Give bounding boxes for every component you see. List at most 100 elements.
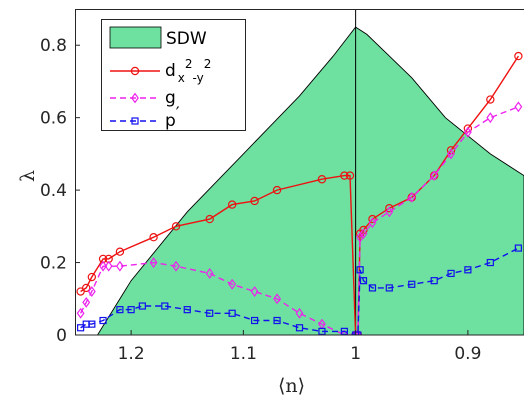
- legend-sdw-swatch: [109, 26, 162, 49]
- x-tick-label: 1.1: [230, 344, 257, 364]
- data-point-p-prime: [127, 306, 135, 314]
- legend-label-g-main: g: [165, 88, 176, 108]
- series-line-d-wave: [80, 55, 519, 335]
- data-point-p-prime: [447, 269, 455, 278]
- legend-marker-shape-p-prime: [131, 117, 139, 125]
- data-point-d-wave: [82, 283, 91, 293]
- y-tick-label: 0: [56, 326, 67, 346]
- data-point-d-wave: [385, 204, 394, 213]
- data-point-g-wave: [104, 260, 113, 272]
- data-point-g-wave: [295, 307, 304, 319]
- data-point-p-prime: [385, 284, 393, 292]
- data-point-d-wave: [227, 200, 237, 209]
- data-point-d-wave: [368, 214, 377, 224]
- data-point-p-prime: [251, 316, 259, 325]
- data-point-p-prime: [116, 306, 124, 314]
- data-point-d-wave: [149, 232, 158, 242]
- data-point-g-wave: [115, 260, 124, 272]
- data-point-d-wave: [317, 175, 327, 184]
- data-point-g-wave: [172, 260, 180, 272]
- y-tick-label: 0.6: [40, 109, 67, 129]
- y-tick-label: 0.2: [40, 254, 67, 274]
- data-point-d-wave: [87, 272, 97, 282]
- data-point-p-prime: [340, 327, 348, 335]
- legend: SDW d x2-y2 g p′: [101, 19, 246, 131]
- data-point-g-wave: [228, 278, 237, 290]
- data-point-g-wave: [76, 307, 85, 319]
- data-point-p-prime: [408, 280, 416, 288]
- legend-label-d-mid: -y: [193, 71, 204, 85]
- data-point-p-prime: [295, 324, 304, 332]
- data-point-g-wave: [430, 170, 439, 182]
- data-point-d-wave: [115, 247, 125, 256]
- data-point-g-wave: [447, 148, 455, 160]
- data-point-d-wave: [345, 171, 355, 180]
- data-point-p-prime: [183, 306, 191, 314]
- series-line-p-prime: [80, 247, 519, 335]
- data-point-p-prime: [99, 316, 107, 325]
- data-point-p-prime: [368, 284, 377, 292]
- data-point-p-prime: [273, 316, 281, 325]
- data-point-p-prime: [228, 309, 236, 317]
- legend-marker-p-prime: [131, 117, 139, 125]
- data-point-d-wave: [272, 185, 282, 195]
- data-point-p-prime: [430, 277, 438, 285]
- data-point-p-prime: [88, 320, 96, 328]
- legend-label-d-wave: d x2-y2: [165, 57, 211, 85]
- data-point-d-wave: [171, 222, 181, 231]
- legend-marker-shape-g-wave: [131, 92, 139, 104]
- legend-marker-g-wave: [131, 92, 139, 104]
- data-point-p-prime: [486, 258, 494, 267]
- data-point-p-prime: [138, 302, 146, 310]
- data-point-g-wave: [486, 112, 495, 124]
- legend-label-p-prime-mark: ′: [176, 104, 180, 124]
- series-p-prime: [77, 244, 522, 335]
- legend-label-g-wave: g: [165, 88, 176, 108]
- data-point-p-prime: [359, 277, 368, 285]
- data-point-g-wave: [407, 191, 416, 203]
- data-point-d-wave: [514, 51, 523, 61]
- ticks-layer: 1.2 1.1 1 0.9 0 0.2 0.4 0.6 0.8: [40, 36, 481, 364]
- legend-label-p-prime: p′: [165, 104, 180, 131]
- data-point-d-wave: [340, 171, 349, 180]
- legend-label-d-sup1: 2: [185, 57, 193, 71]
- y-axis-label: λ: [17, 170, 39, 182]
- data-point-g-wave: [340, 329, 349, 335]
- x-axis-label: ⟨n⟩: [278, 375, 305, 397]
- data-point-d-wave: [250, 196, 259, 206]
- data-point-g-wave: [514, 101, 523, 113]
- legend-label-p-main: p: [165, 111, 176, 131]
- series-g-wave: [76, 101, 523, 335]
- data-point-g-wave: [205, 267, 214, 279]
- data-point-p-prime: [77, 324, 85, 332]
- legend-entry-d-wave: d x2-y2: [110, 57, 211, 85]
- data-point-g-wave: [385, 206, 394, 218]
- data-point-p-prime: [464, 266, 472, 274]
- data-point-g-wave: [250, 286, 259, 297]
- legend-entry-g-wave: g: [110, 88, 176, 108]
- data-point-g-wave: [351, 329, 360, 335]
- legend-marker-shape-d-wave: [130, 66, 140, 76]
- data-point-p-prime: [514, 244, 522, 252]
- data-point-g-wave: [99, 260, 107, 272]
- data-point-g-wave: [359, 228, 368, 240]
- data-point-p-prime: [161, 302, 169, 310]
- data-point-g-wave: [87, 286, 96, 297]
- legend-entry-p-prime: p′: [110, 104, 180, 131]
- y-tick-label: 0.4: [40, 181, 67, 201]
- x-tick-label: 0.9: [454, 344, 481, 364]
- data-point-d-wave: [205, 214, 214, 224]
- sdw-region-area: [75, 26, 524, 335]
- data-point-d-wave: [486, 95, 495, 104]
- data-point-g-wave: [82, 296, 91, 308]
- data-point-g-wave: [149, 257, 158, 268]
- series-layer: [76, 51, 523, 335]
- data-point-p-prime: [354, 331, 362, 335]
- data-point-p-prime: [206, 309, 214, 317]
- y-tick-label: 0.8: [40, 36, 67, 56]
- data-point-g-wave: [463, 126, 472, 138]
- legend-label-d-sup2: 2: [204, 57, 212, 71]
- x-tick-label: 1.2: [118, 344, 145, 364]
- data-point-g-wave: [273, 293, 281, 305]
